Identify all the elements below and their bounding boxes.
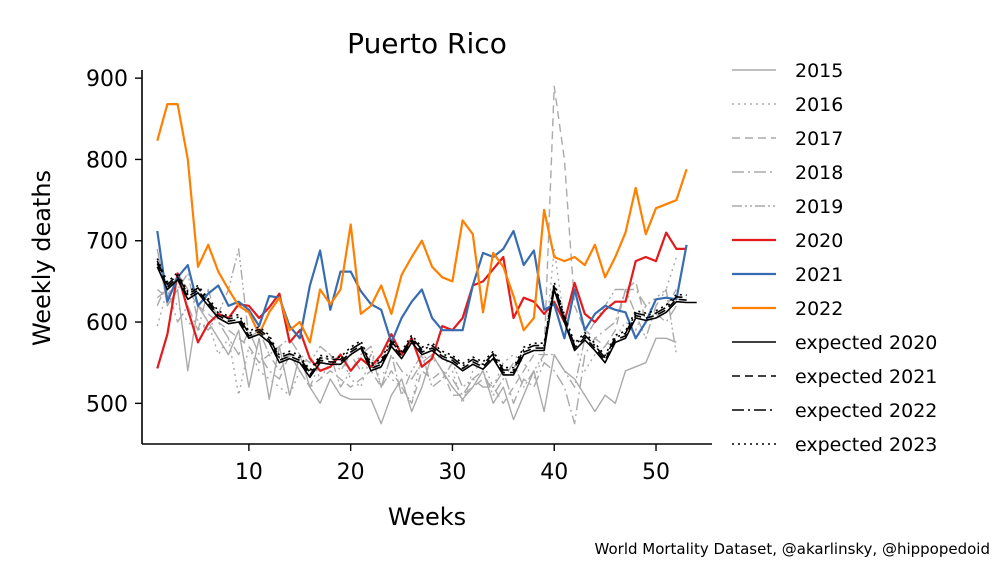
series-line-2019 (156, 248, 678, 396)
series-line-2015 (156, 248, 677, 425)
x-tick-label: 30 (438, 460, 466, 485)
series-line-expected-2021 (156, 263, 687, 376)
x-axis-label: Weeks (388, 503, 466, 531)
legend-label: expected 2021 (795, 366, 937, 388)
series-line-2018 (156, 288, 677, 425)
legend-label: 2020 (795, 230, 843, 252)
series-line-2022 (156, 102, 688, 344)
x-tick-label: 50 (642, 460, 670, 485)
series-line-expected-2023 (156, 258, 687, 371)
legend-label: 2019 (795, 196, 843, 218)
axes: 10 20 30 40 50 500 600 700 800 900 (86, 67, 712, 485)
series-line-2021 (156, 229, 688, 344)
legend-label: 2015 (795, 60, 843, 82)
legend: 2015 2016 2017 2018 2019 2020 2021 2022 expected… (732, 60, 937, 456)
legend-label: 2021 (795, 264, 843, 286)
legend-label: 2022 (795, 298, 843, 320)
y-axis-label: Weekly deaths (28, 170, 56, 346)
credit-text: World Mortality Dataset, @akarlinsky, @h… (595, 540, 990, 558)
legend-label: expected 2020 (795, 332, 937, 354)
series-line-2016 (156, 248, 678, 404)
series-line-expected-2022 (156, 260, 687, 374)
series-line-expected-2020 (156, 266, 697, 379)
legend-label: expected 2022 (795, 400, 937, 422)
legend-label: expected 2023 (795, 434, 937, 456)
y-tick-label: 600 (86, 311, 128, 336)
x-tick-label: 10 (235, 460, 263, 485)
y-tick-label: 900 (86, 67, 128, 92)
plot-area (156, 85, 697, 425)
y-tick-label: 500 (86, 392, 128, 417)
chart-title: Puerto Rico (347, 27, 507, 60)
x-tick-label: 40 (540, 460, 568, 485)
x-tick-label: 20 (337, 460, 365, 485)
series-line-2020 (156, 231, 687, 372)
legend-label: 2018 (795, 162, 843, 184)
legend-label: 2017 (795, 128, 843, 150)
y-tick-label: 700 (86, 230, 128, 255)
y-tick-label: 800 (86, 148, 128, 173)
legend-label: 2016 (795, 94, 843, 116)
